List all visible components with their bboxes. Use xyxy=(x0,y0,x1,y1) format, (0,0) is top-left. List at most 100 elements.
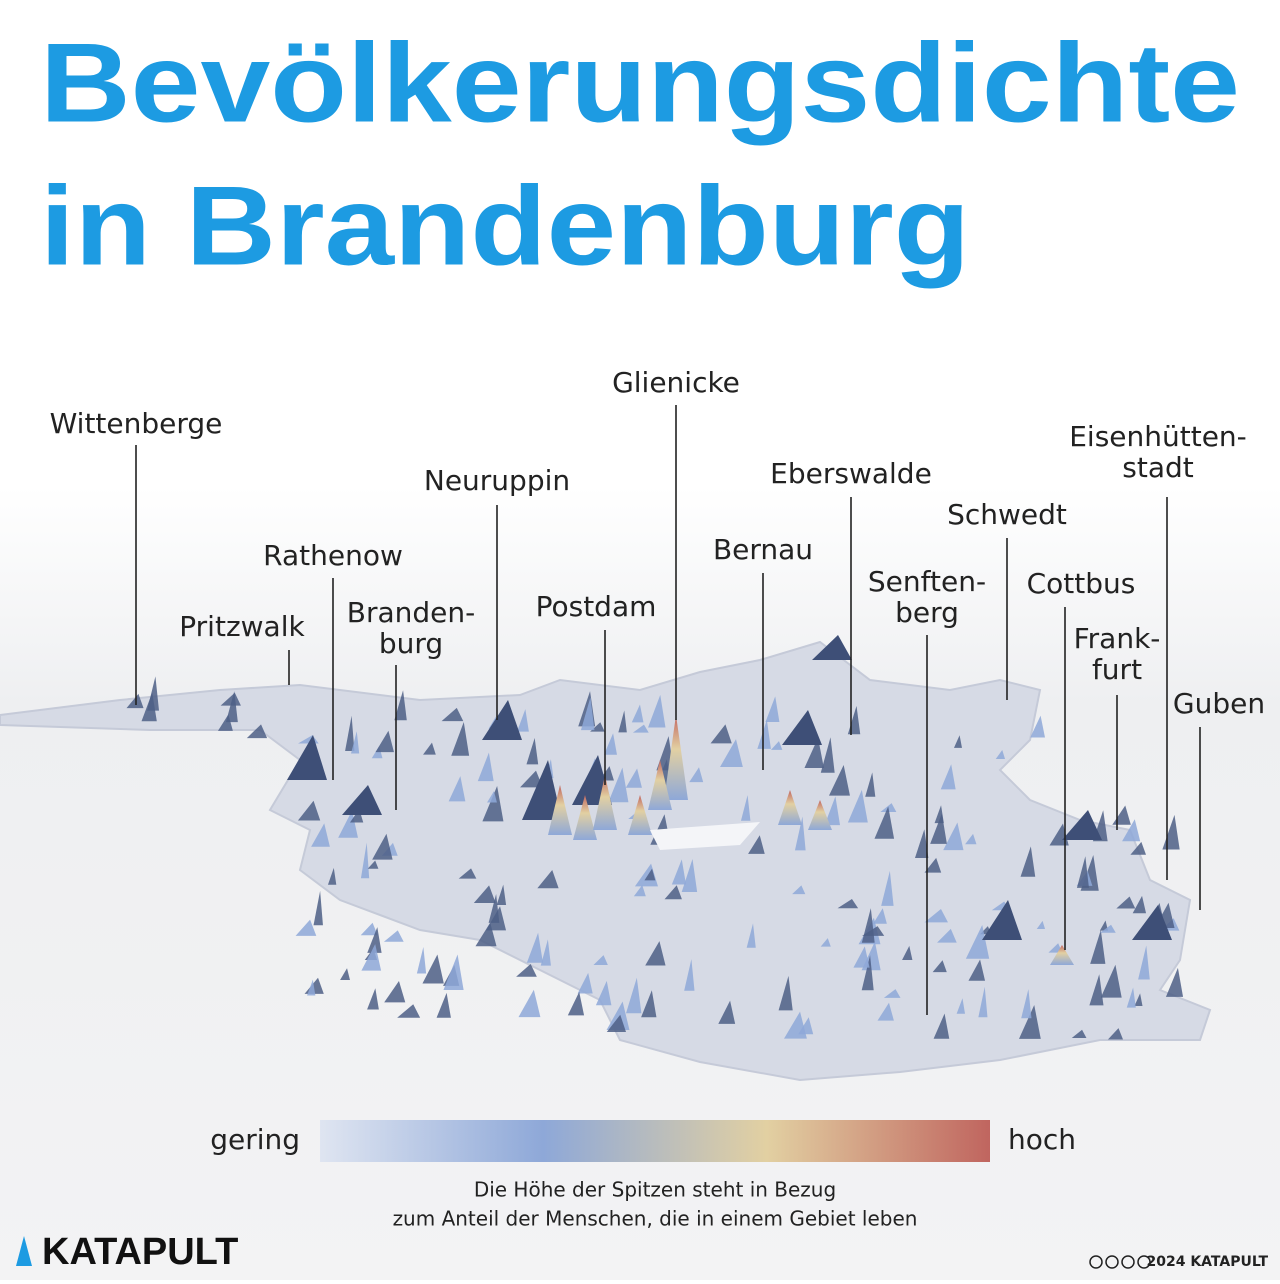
spike xyxy=(345,715,355,751)
spike xyxy=(631,704,644,723)
spike xyxy=(684,959,695,991)
spike xyxy=(1130,841,1147,855)
spike xyxy=(147,676,160,711)
spike xyxy=(1071,1029,1087,1038)
city-label: Rathenow xyxy=(263,539,403,572)
spike xyxy=(902,945,913,960)
spike xyxy=(1020,846,1036,877)
spike xyxy=(451,721,470,756)
spike xyxy=(593,775,617,830)
spike xyxy=(522,760,562,820)
spike xyxy=(778,790,802,825)
spike xyxy=(877,1002,894,1021)
city-label: Eisenhütten- xyxy=(1069,420,1247,453)
spike xyxy=(342,785,382,815)
spike xyxy=(1100,964,1122,998)
city-label: stadt xyxy=(1122,451,1193,484)
spike xyxy=(367,927,382,953)
spike xyxy=(287,735,327,780)
spike xyxy=(436,992,451,1018)
city-label: berg xyxy=(895,596,959,629)
spike xyxy=(765,696,780,723)
city-label: Branden- xyxy=(347,596,475,629)
spike xyxy=(924,909,948,923)
spike xyxy=(367,988,379,1010)
spike xyxy=(351,731,360,754)
spike xyxy=(1090,929,1106,964)
spike xyxy=(1116,896,1136,909)
spike xyxy=(718,1000,736,1024)
city-label: Neuruppin xyxy=(424,464,570,497)
region-shape xyxy=(0,640,1212,1082)
spike xyxy=(710,724,732,744)
spike xyxy=(488,893,500,923)
spike xyxy=(1030,715,1045,738)
spike xyxy=(648,694,666,728)
spike xyxy=(482,786,504,822)
spike xyxy=(782,710,822,745)
title-line: Bevölkerungsdichte xyxy=(40,21,1240,146)
spike xyxy=(1050,945,1074,965)
spike xyxy=(606,1014,627,1032)
spike xyxy=(853,946,870,968)
spike xyxy=(517,709,529,732)
spike xyxy=(641,990,657,1018)
spike xyxy=(313,890,323,926)
spike xyxy=(443,954,464,991)
spike xyxy=(1132,895,1147,914)
map xyxy=(0,635,1212,1082)
spike xyxy=(295,919,317,936)
spike xyxy=(778,975,793,1011)
spike xyxy=(792,885,806,895)
spike xyxy=(982,900,1022,940)
spike xyxy=(812,635,852,660)
spike xyxy=(537,870,559,889)
spike xyxy=(423,742,436,755)
spike xyxy=(628,795,652,835)
spike xyxy=(632,724,649,733)
city-label: Eberswalde xyxy=(770,457,932,490)
spike xyxy=(126,693,144,709)
spike xyxy=(645,941,666,966)
spike xyxy=(1126,987,1136,1008)
spike xyxy=(540,939,551,966)
spike xyxy=(953,735,962,748)
spike xyxy=(794,816,806,851)
spike xyxy=(1076,856,1089,888)
spike xyxy=(965,833,977,845)
spike xyxy=(1018,1004,1041,1039)
spike xyxy=(416,947,427,974)
spike xyxy=(307,979,316,996)
spike xyxy=(1100,924,1116,933)
spike xyxy=(837,899,859,909)
spike xyxy=(526,737,539,765)
spike xyxy=(874,806,895,839)
spike xyxy=(943,822,964,851)
spike xyxy=(965,925,990,959)
spike xyxy=(930,813,947,844)
spike xyxy=(644,868,656,881)
spike xyxy=(748,835,765,854)
spike xyxy=(626,977,642,1014)
spike xyxy=(681,859,698,892)
spike xyxy=(383,930,404,942)
spike xyxy=(520,770,543,788)
spike xyxy=(477,752,494,782)
spike xyxy=(225,691,238,723)
spike xyxy=(770,741,783,750)
spike xyxy=(593,955,608,965)
city-label: Guben xyxy=(1173,687,1265,720)
spike xyxy=(496,884,507,906)
spike xyxy=(573,795,597,840)
spike xyxy=(873,908,887,924)
spike xyxy=(1138,945,1150,980)
legend-bar xyxy=(320,1120,990,1162)
caption: Die Höhe der Spitzen steht in Bezug xyxy=(474,1178,836,1202)
spike xyxy=(384,981,406,1003)
spike xyxy=(577,972,593,994)
legend-low: gering xyxy=(210,1123,300,1156)
spike xyxy=(808,800,832,830)
spike xyxy=(633,885,646,897)
